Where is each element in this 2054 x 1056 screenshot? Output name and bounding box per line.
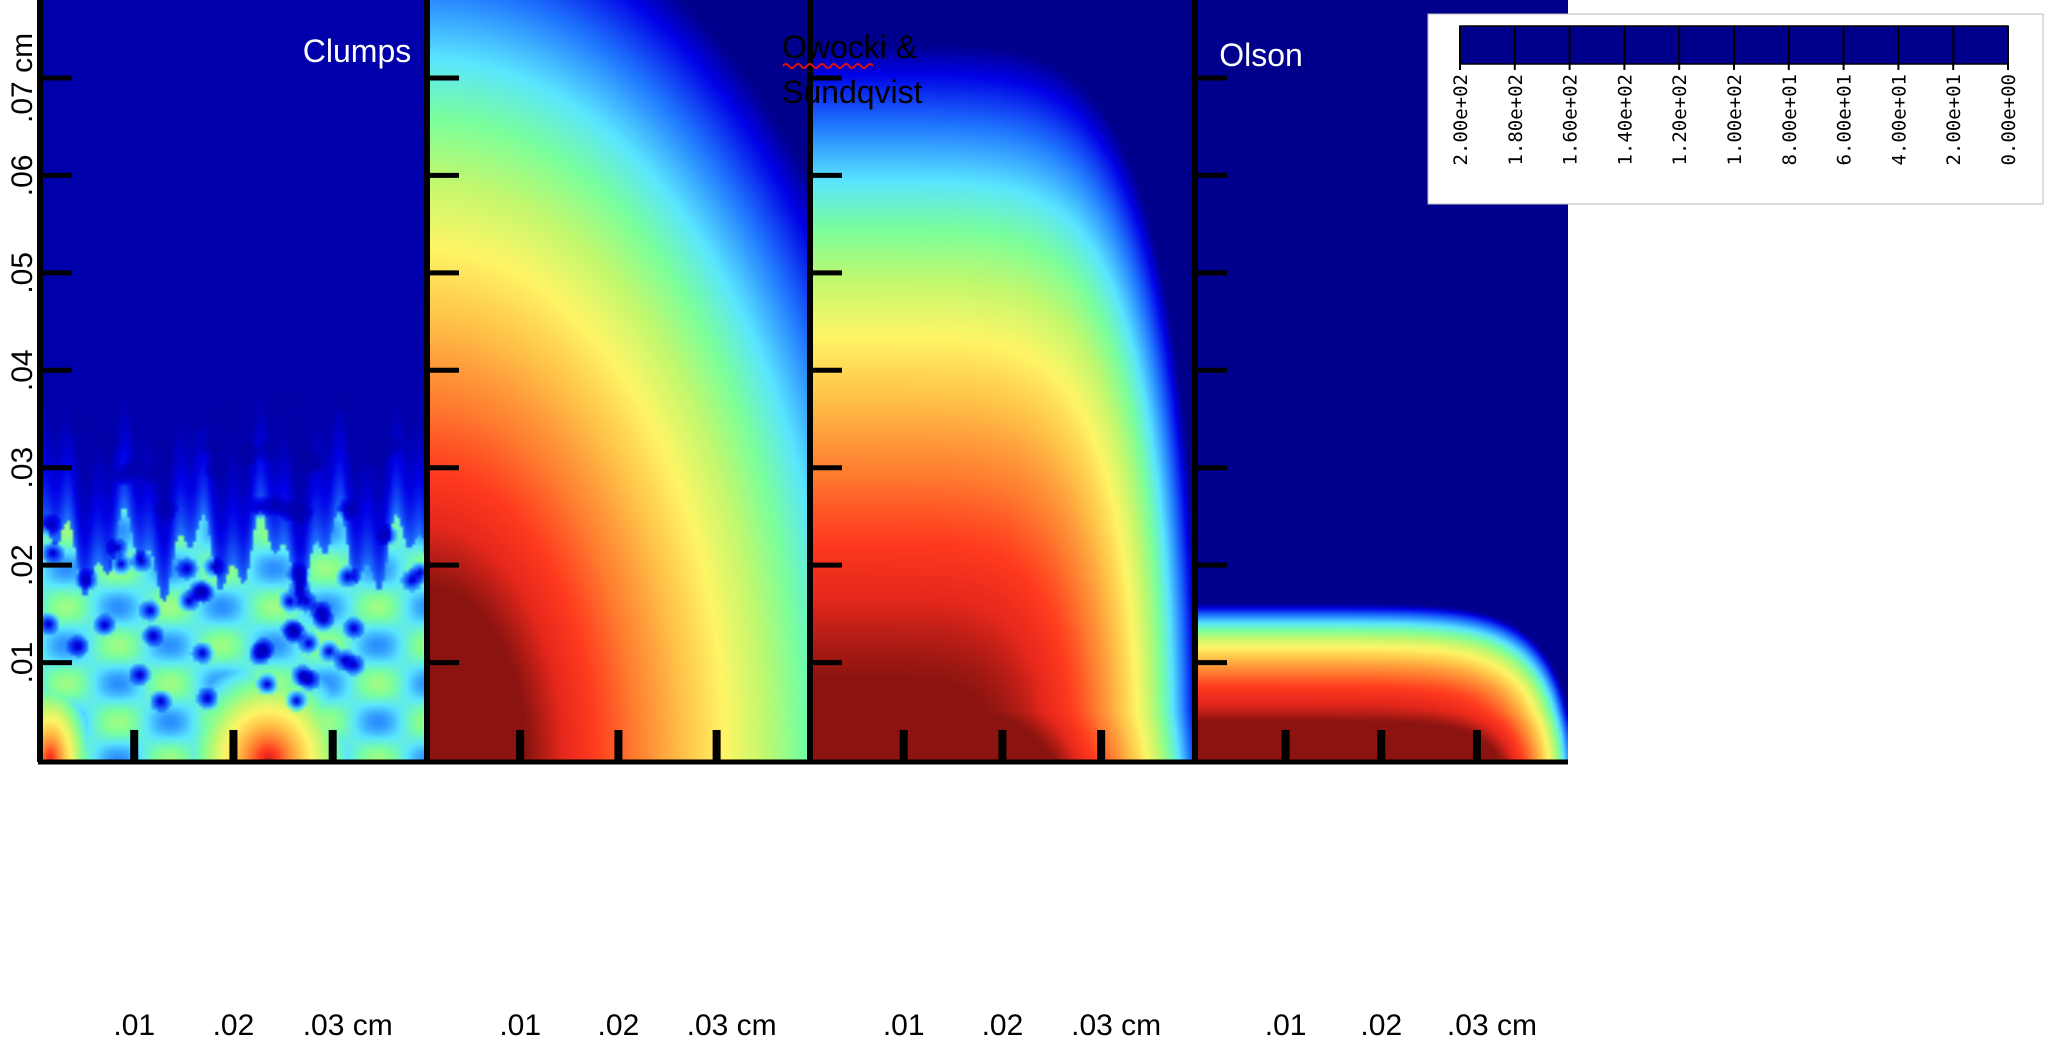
y-tick-label: .06 [6,155,39,197]
x-tick-label: .02 [982,1009,1024,1042]
x-tick-label: .02 [598,1009,640,1042]
x-tick-label: .03 cm [687,1009,777,1042]
colorbar-tick-label: 1.60e+02 [1560,74,1582,166]
panel-title-owocki-line1: Owocki & [782,29,917,65]
y-tick-label: .04 [6,349,39,391]
x-tick-label: .01 [113,1009,155,1042]
colorbar-tick-label: 2.00e+02 [1450,74,1472,166]
colorbar-tick-label: 8.00e+01 [1779,74,1801,166]
heatmap-panel-1 [40,0,427,760]
panel-title-olson: Olson [1219,37,1303,73]
labels: .01 .02 .03 .04 .05 .06 .07 cm .01 .02 .03 cm .01.… [6,29,1946,1042]
colorbar-tick-label: 2.00e+01 [1943,74,1965,166]
panel-title-owocki-line2: Sundqvist [782,74,923,110]
panel-annotation: Fully Mixed [1736,296,1898,332]
axes [37,0,1568,765]
y-tick-label: .07 cm [6,33,39,123]
colorbar-tick-label: 0.00e+00 [1998,74,2020,166]
x-tick-label: .01 [883,1009,925,1042]
x-tick-label: .03 cm [303,1009,393,1042]
colorbar-tick-label: 4.00e+01 [1888,74,1910,166]
spellcheck-underline [782,63,874,69]
heatmap-panel-3 [810,0,1195,760]
heatmap-panel-2 [427,0,810,760]
y-tick-label: .02 [6,544,39,586]
y-tick-label: .03 [6,447,39,489]
x-tick-label: .03 cm [1447,1009,1537,1042]
panel-title-clumps: Clumps [303,33,411,69]
colorbar: 2.00e+02 1.80e+02 1.60e+02 1.40e+02 1.20e+02… [1427,13,2044,205]
colorbar-tick-label: 6.00e+01 [1834,74,1856,166]
y-tick-label: .05 [6,252,39,294]
colorbar-tick-label: 1.40e+02 [1614,74,1636,166]
x-tick-label: .01 [1265,1009,1307,1042]
x-tick-label: .02 [213,1009,255,1042]
x-tick-label: .01 [499,1009,541,1042]
quantity-label: Temperature (eV) [1698,224,1947,260]
x-tick-label: .02 [1360,1009,1402,1042]
heatmap-panels [40,0,1568,760]
x-tick-label: .03 cm [1071,1009,1161,1042]
y-tick-label: .01 [6,642,39,684]
colorbar-tick-label: 1.80e+02 [1505,74,1527,166]
colorbar-tick-label: 1.20e+02 [1669,74,1691,166]
colorbar-tick-label: 1.00e+02 [1724,74,1746,166]
